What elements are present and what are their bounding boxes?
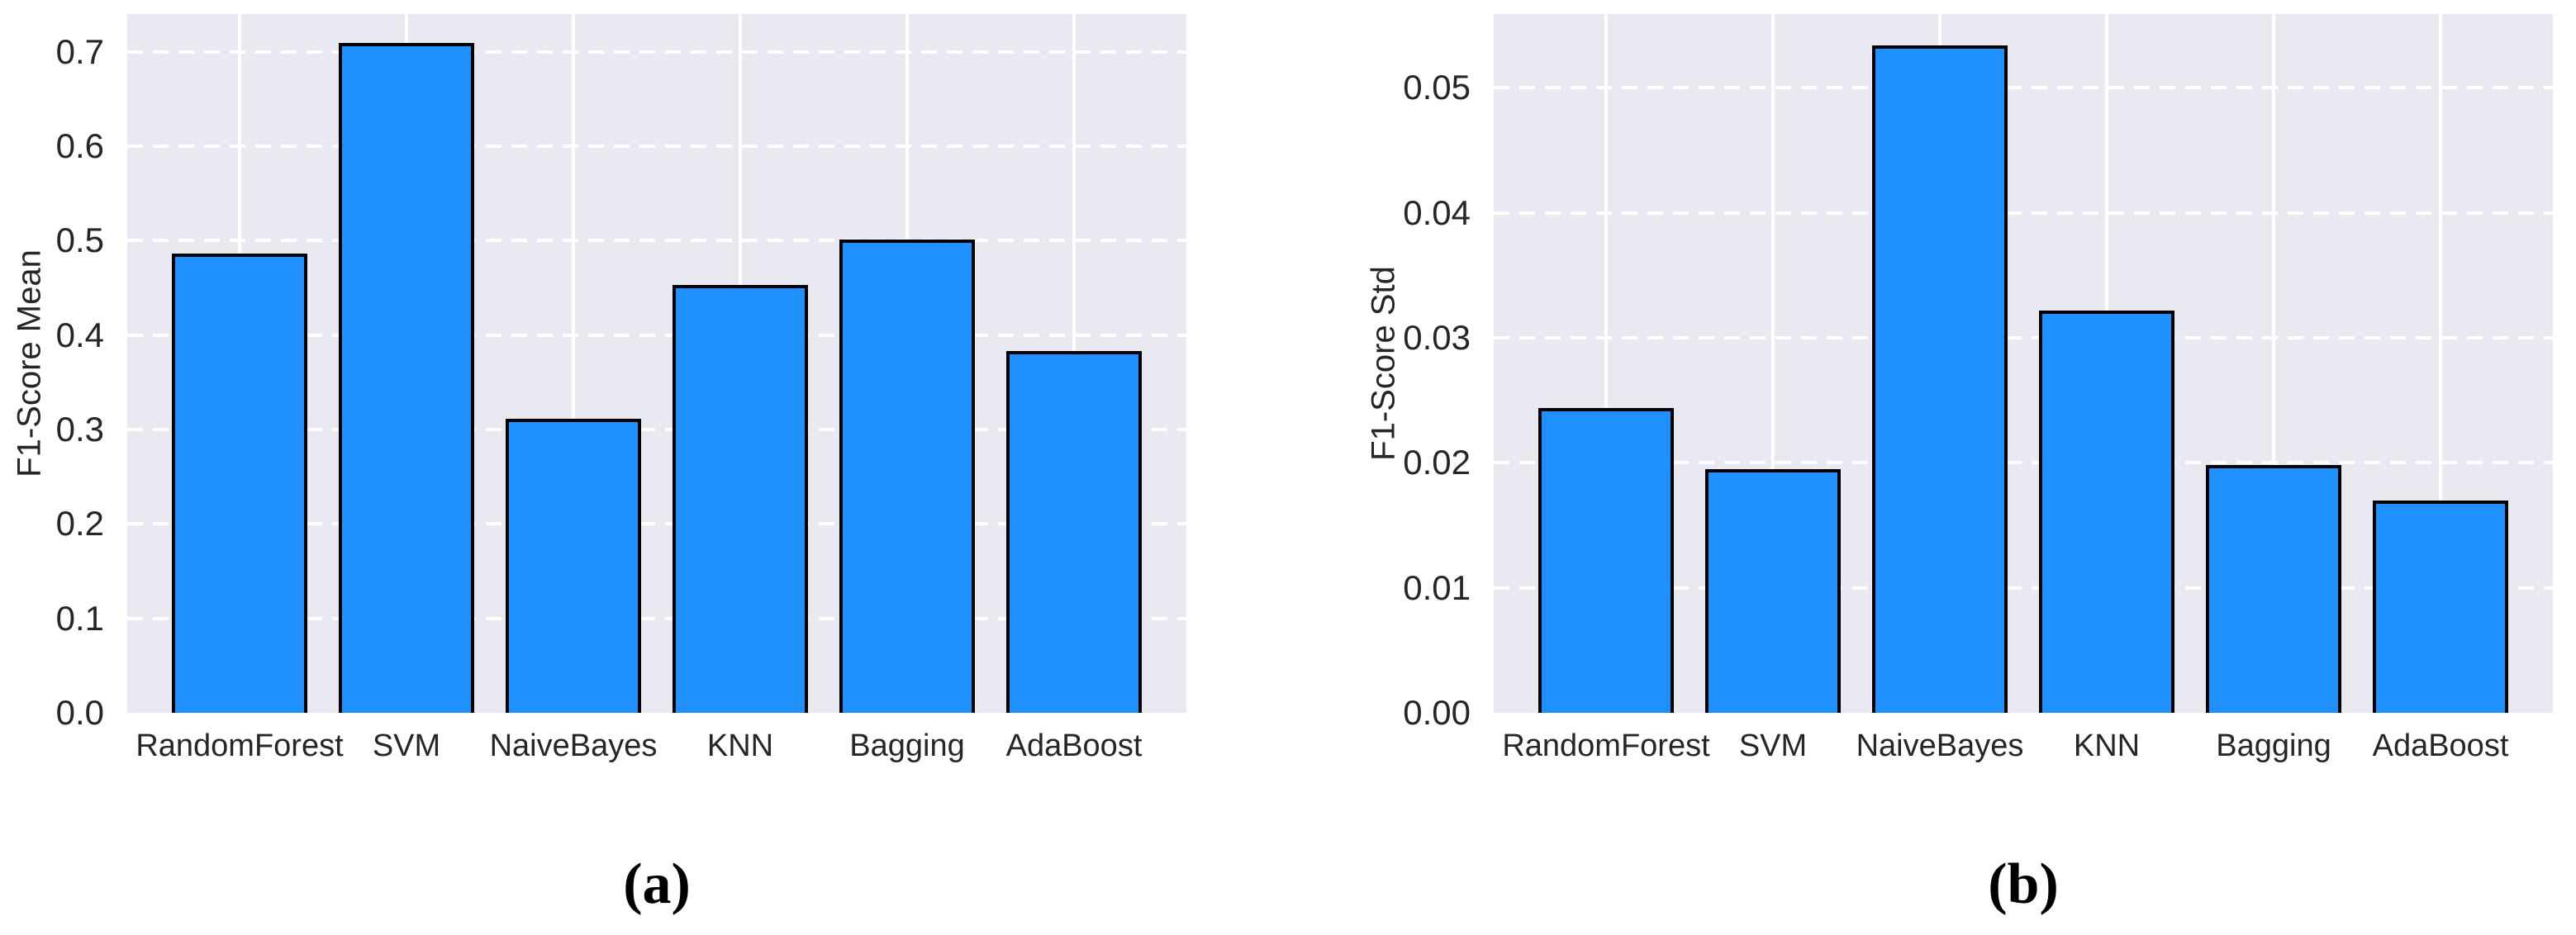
y-tick-label: 0.05 (1403, 68, 1471, 107)
y-tick-label: 0.1 (55, 598, 104, 638)
y-tick-label: 0.7 (55, 31, 104, 71)
gridline-vertical (572, 14, 575, 713)
y-tick-label: 0.01 (1403, 567, 1471, 607)
y-tick-label: 0.02 (1403, 443, 1471, 482)
bar-RandomForest (1538, 408, 1674, 713)
bar-SVM (1705, 469, 1841, 713)
caption-b: (b) (1988, 852, 2059, 916)
bar-KNN (2039, 311, 2174, 713)
y-tick-label: 0.03 (1403, 317, 1471, 357)
gridline-horizontal (127, 145, 1186, 149)
bar-AdaBoost (1006, 351, 1142, 713)
x-tick-label-AdaBoost: AdaBoost (1005, 729, 1143, 763)
bar-Bagging (839, 240, 975, 713)
bar-NaiveBayes (1872, 45, 2008, 713)
gridline-horizontal (1494, 86, 2553, 90)
y-tick-label: 0.4 (55, 315, 104, 354)
gridline-horizontal (127, 239, 1186, 243)
bar-SVM (339, 43, 474, 713)
panel-b: F1-Score Std (b) 0.00 0.01 0.02 0.03 0.04 0.0… (1366, 14, 2553, 916)
y-axis-label-b: F1-Score Std (1365, 266, 1402, 461)
x-tick-label-AdaBoost: AdaBoost (2372, 729, 2509, 763)
gridline-horizontal (127, 50, 1186, 54)
bar-AdaBoost (2373, 501, 2508, 713)
panel-a: F1-Score Mean (a) 0.0 0.1 0.2 0.3 0.4 0.5 0.6 0… (12, 14, 1186, 916)
gridline-horizontal (127, 616, 1186, 620)
gridline-horizontal (127, 522, 1186, 526)
gridline-horizontal (1494, 461, 2553, 465)
y-tick-label: 0.3 (55, 410, 104, 449)
x-tick-label-Bagging: Bagging (849, 729, 965, 763)
gridline-vertical (2439, 14, 2442, 713)
x-tick-label-KNN: KNN (2073, 729, 2141, 763)
bar-RandomForest (172, 254, 307, 713)
gridline-horizontal (1494, 211, 2553, 215)
plot-area-a (127, 14, 1186, 713)
gridline-horizontal (1494, 335, 2553, 339)
gridline-vertical (1771, 14, 1775, 713)
bar-KNN (673, 285, 808, 713)
y-tick-label: 0.6 (55, 126, 104, 166)
plot-area-b (1494, 14, 2553, 713)
gridline-horizontal (127, 428, 1186, 432)
x-tick-label-SVM: SVM (372, 729, 441, 763)
caption-a: (a) (623, 852, 691, 916)
y-tick-label: 0.2 (55, 504, 104, 543)
gridline-horizontal (1494, 586, 2553, 590)
x-tick-label-Bagging: Bagging (2216, 729, 2331, 763)
gridline-vertical (2272, 14, 2275, 713)
x-tick-label-NaiveBayes: NaiveBayes (489, 729, 658, 763)
y-tick-label: 0.5 (55, 221, 104, 260)
y-tick-label: 0.04 (1403, 192, 1471, 232)
gridline-vertical (1604, 14, 1608, 713)
y-axis-label-a: F1-Score Mean (11, 249, 48, 477)
x-tick-label-KNN: KNN (706, 729, 774, 763)
gridline-horizontal (127, 333, 1186, 337)
x-tick-label-NaiveBayes: NaiveBayes (1856, 729, 2024, 763)
x-tick-label-SVM: SVM (1738, 729, 1808, 763)
bar-Bagging (2206, 465, 2341, 713)
x-tick-label-RandomForest: RandomForest (1502, 729, 1710, 763)
x-tick-label-RandomForest: RandomForest (135, 729, 344, 763)
y-tick-label: 0.00 (1403, 693, 1471, 732)
y-tick-label: 0.0 (55, 693, 104, 732)
bar-NaiveBayes (506, 419, 641, 713)
